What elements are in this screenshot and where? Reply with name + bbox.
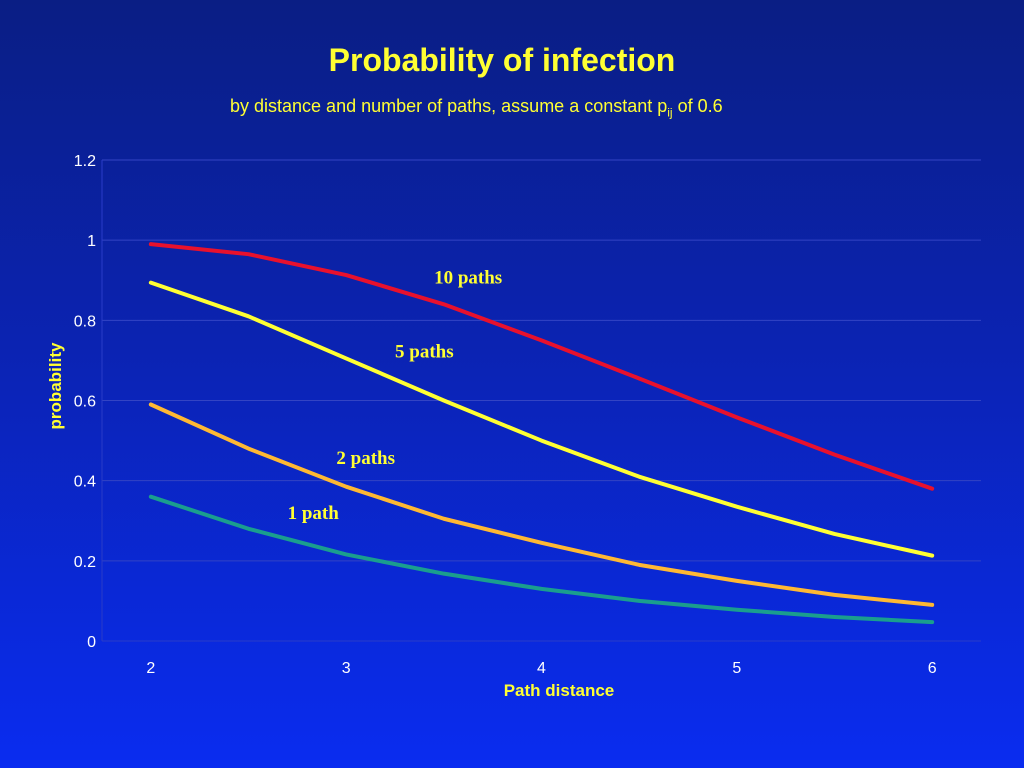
series-line — [148, 242, 935, 491]
chart-subtitle: by distance and number of paths, assume … — [230, 96, 830, 120]
series-line — [148, 402, 935, 607]
y-tick-label: 1 — [87, 233, 96, 250]
series-label: 2 paths — [336, 448, 395, 469]
x-tick-label: 4 — [537, 660, 546, 677]
x-tick-label: 6 — [928, 660, 937, 677]
y-tick-label: 0.2 — [74, 554, 96, 571]
y-tick-label: 0.6 — [74, 394, 96, 411]
subtitle-tail: of 0.6 — [672, 96, 723, 116]
subtitle-main: by distance and number of paths, assume … — [230, 96, 668, 116]
subtitle-subscript: ij — [667, 105, 673, 120]
series-label: 10 paths — [434, 267, 502, 288]
y-tick-label: 0.4 — [74, 474, 96, 491]
gridlines — [102, 159, 981, 562]
series-label: 1 path — [288, 503, 340, 524]
y-axis-title: probability — [46, 342, 65, 429]
y-tick-label: 0.8 — [74, 313, 96, 330]
y-tick-label: 1.2 — [74, 153, 96, 170]
series-labels: 10 paths 5 paths 2 paths 1 path — [288, 267, 503, 524]
x-tick-label: 3 — [342, 660, 351, 677]
y-tick-label: 0 — [87, 634, 96, 651]
x-axis-ticks: 2 3 4 5 6 — [146, 660, 936, 677]
chart-title: Probability of infection — [328, 42, 676, 78]
x-tick-label: 2 — [146, 660, 155, 677]
series-line — [148, 494, 935, 625]
x-axis-title: Path distance — [504, 681, 615, 700]
series-lines — [148, 242, 935, 625]
axes — [101, 160, 981, 642]
x-tick-label: 5 — [732, 660, 741, 677]
series-line — [148, 280, 935, 558]
y-axis-ticks: 0 0.2 0.4 0.6 0.8 1 1.2 — [74, 153, 96, 651]
series-label: 5 paths — [395, 341, 454, 362]
